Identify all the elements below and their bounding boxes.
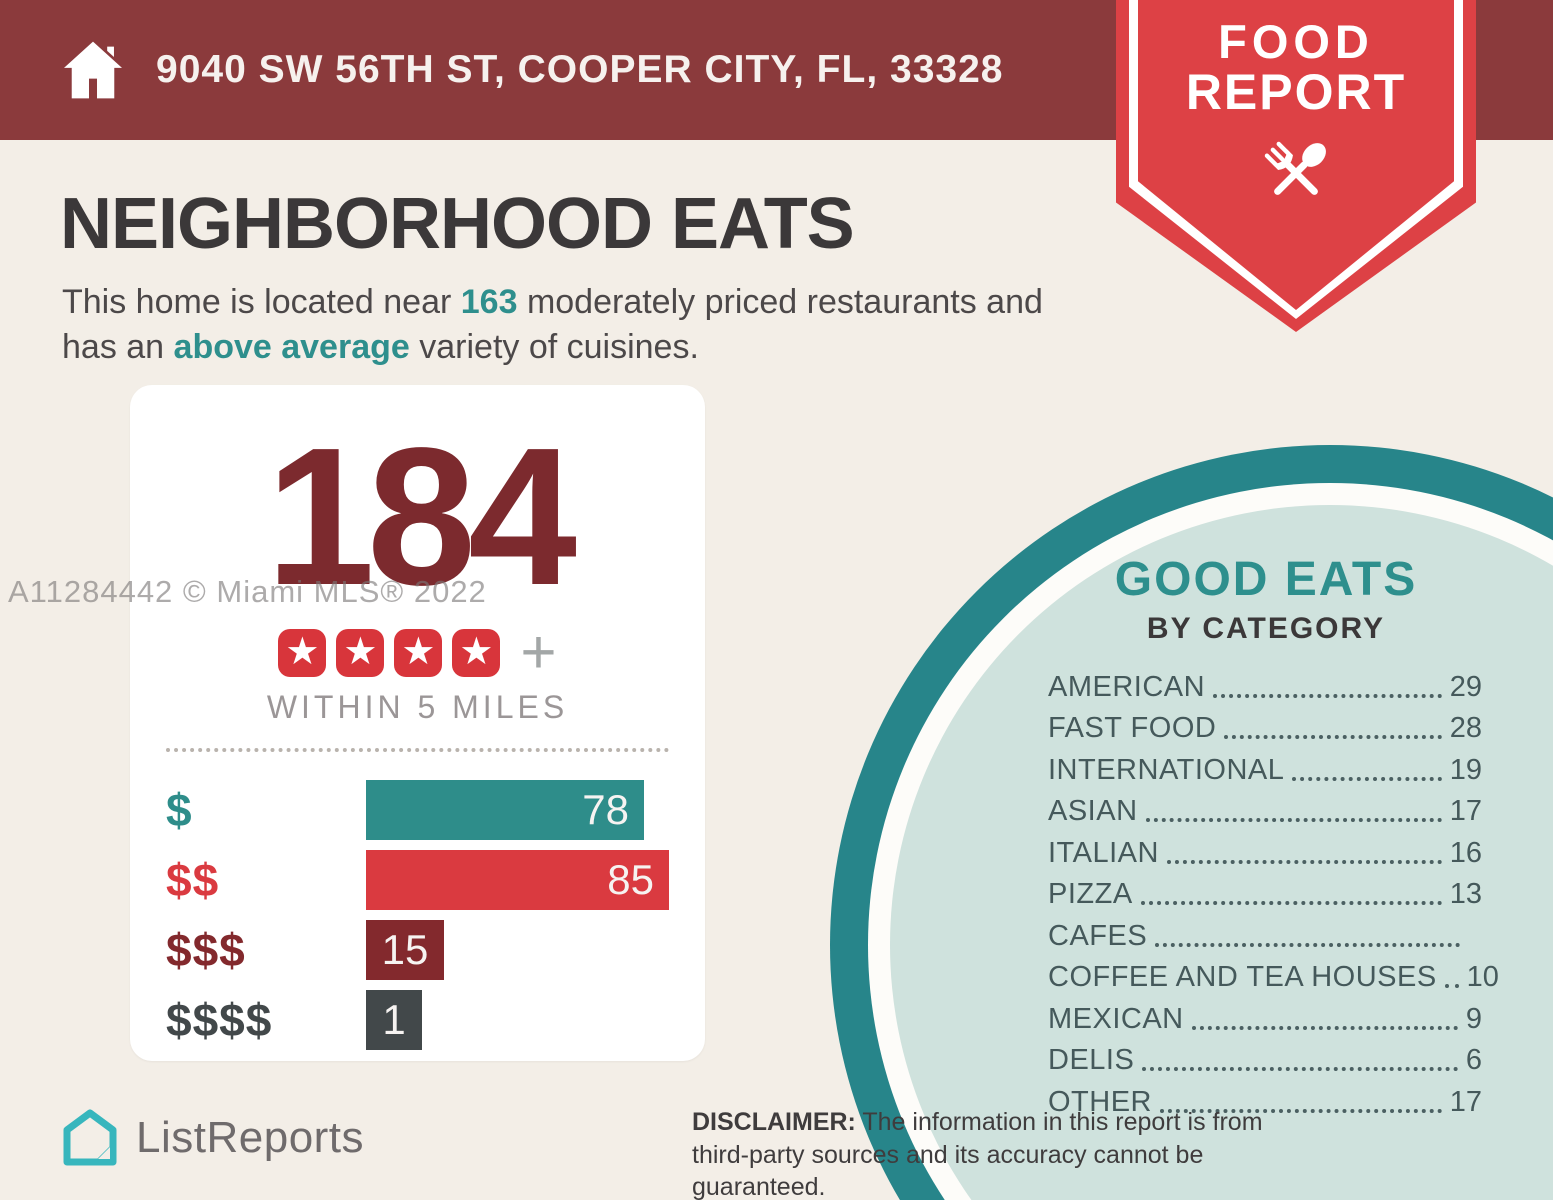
listreports-house-icon bbox=[63, 1109, 117, 1166]
price-tier-bar: 85 bbox=[366, 850, 669, 910]
total-restaurants-count: 184 bbox=[265, 407, 577, 626]
price-tier-bar-chart: $78 $$ 85 $$$ 15 $$$$ 1 bbox=[130, 780, 705, 1050]
category-row: DELIS 6 bbox=[1048, 1042, 1482, 1084]
category-count: 16 bbox=[1449, 836, 1482, 869]
good-eats-subtitle: BY CATEGORY bbox=[1146, 612, 1386, 645]
home-icon bbox=[64, 41, 122, 99]
radius-caption: WITHIN 5 MILES bbox=[266, 689, 569, 725]
dotted-leader bbox=[1166, 859, 1442, 864]
category-label: PIZZA bbox=[1048, 878, 1133, 910]
dotted-leader bbox=[1444, 984, 1459, 988]
category-count: 9 bbox=[1465, 1002, 1482, 1035]
category-row: ITALIAN 16 bbox=[1048, 834, 1482, 876]
category-row: MEXICAN 9 bbox=[1048, 1000, 1482, 1042]
category-label: ASIAN bbox=[1048, 795, 1138, 827]
star-rating: ★ ★ ★ ★ + bbox=[130, 618, 705, 687]
category-count: 19 bbox=[1449, 753, 1482, 786]
category-label: COFFEE AND TEA HOUSES bbox=[1048, 961, 1437, 993]
price-tier-row: $$$$ 1 bbox=[166, 990, 669, 1050]
intro-post: variety of cuisines. bbox=[409, 327, 699, 366]
intro-mid: moderately priced restaurants and has an bbox=[62, 283, 1043, 366]
price-tier-row: $$$ 15 bbox=[166, 920, 669, 980]
price-tier-row: $$ 85 bbox=[166, 850, 669, 910]
dotted-leader bbox=[1191, 1025, 1458, 1030]
intro-pre: This home is located near bbox=[62, 283, 461, 321]
category-count: 13 bbox=[1449, 878, 1482, 910]
dotted-leader bbox=[1213, 693, 1442, 698]
page-title: NEIGHBORHOOD EATS bbox=[60, 184, 855, 264]
star-icon: ★ bbox=[336, 629, 385, 677]
restaurant-stats-card: 184 ★ ★ ★ ★ + WITHIN 5 MILES $78 $$ 85 $$$ 15 $$… bbox=[130, 385, 705, 1061]
price-tier-label: $$$ bbox=[166, 924, 246, 976]
category-label: MEXICAN bbox=[1048, 1002, 1184, 1035]
price-tier-value: 1 bbox=[382, 996, 406, 1043]
dotted-leader bbox=[1140, 901, 1442, 905]
variety-highlight: above average bbox=[173, 327, 410, 366]
category-label: OTHER bbox=[1048, 1085, 1152, 1118]
ribbon-title-line1: FOOD bbox=[1218, 15, 1374, 68]
dotted-leader bbox=[1145, 818, 1442, 822]
price-tier-row: $78 bbox=[166, 780, 669, 840]
price-tier-value: 15 bbox=[381, 926, 429, 973]
category-count: 17 bbox=[1449, 1085, 1482, 1118]
category-label: INTERNATIONAL bbox=[1048, 753, 1285, 786]
ribbon-border: FOOD REPORT bbox=[1129, 0, 1463, 319]
property-address: 9040 SW 56TH ST, COOPER CITY, FL, 33328 bbox=[156, 48, 1004, 91]
category-count: 17 bbox=[1449, 795, 1482, 827]
good-eats-header: GOOD EATS BY CATEGORY bbox=[1050, 556, 1482, 646]
good-eats-category-list: AMERICAN 29 FAST FOOD 28 INTERNATIONAL 19 ASIA… bbox=[1048, 668, 1499, 1125]
restaurant-count-highlight: 163 bbox=[460, 283, 518, 321]
category-label: CAFES bbox=[1048, 919, 1148, 952]
category-row: COFFEE AND TEA HOUSES 10 bbox=[1048, 959, 1499, 1001]
category-label: DELIS bbox=[1048, 1044, 1135, 1076]
price-tier-label: $$ bbox=[166, 854, 220, 906]
category-row: OTHER 17 bbox=[1048, 1083, 1482, 1125]
spoon-and-fork-icon bbox=[1264, 141, 1326, 195]
dotted-leader bbox=[1160, 1108, 1442, 1113]
category-row: INTERNATIONAL 19 bbox=[1048, 751, 1482, 793]
dotted-leader bbox=[1142, 1067, 1458, 1071]
category-row: CAFES bbox=[1048, 917, 1482, 959]
disclaimer: DISCLAIMER: The information in this repo… bbox=[692, 1106, 1272, 1200]
category-count: 6 bbox=[1465, 1044, 1482, 1076]
price-tier-bar: 1 bbox=[366, 990, 422, 1050]
mls-watermark: A11284442 © Miami MLS® 2022 bbox=[8, 574, 487, 609]
category-label: ITALIAN bbox=[1048, 836, 1159, 869]
price-tier-label: $ bbox=[166, 784, 193, 836]
star-icon: ★ bbox=[278, 629, 327, 677]
plus-icon: + bbox=[520, 618, 557, 687]
category-count: 10 bbox=[1467, 961, 1499, 1000]
category-count: 29 bbox=[1449, 670, 1482, 703]
category-label: AMERICAN bbox=[1048, 670, 1206, 703]
listreports-logo: ListReports bbox=[58, 1106, 364, 1170]
star-icon: ★ bbox=[394, 629, 443, 677]
star-icon: ★ bbox=[452, 629, 501, 677]
disclaimer-text: The information in this report is from t… bbox=[692, 1108, 1263, 1200]
price-tier-label: $$$$ bbox=[166, 994, 273, 1046]
good-eats-title: GOOD EATS bbox=[1114, 553, 1418, 606]
food-report-ribbon: FOOD REPORT bbox=[1116, 0, 1476, 332]
category-row: FAST FOOD 28 bbox=[1048, 710, 1482, 752]
star-badges: ★ ★ ★ ★ bbox=[278, 629, 501, 677]
dotted-leader bbox=[1155, 942, 1460, 947]
ribbon-title-line2: REPORT bbox=[1185, 64, 1407, 120]
price-tier-value: 85 bbox=[607, 856, 654, 903]
category-label: FAST FOOD bbox=[1048, 712, 1217, 744]
disclaimer-label: DISCLAIMER: bbox=[692, 1108, 856, 1136]
category-row: AMERICAN 29 bbox=[1048, 668, 1482, 710]
category-row: PIZZA 13 bbox=[1048, 876, 1482, 918]
category-count bbox=[1468, 953, 1482, 959]
dashed-divider bbox=[166, 748, 669, 752]
listreports-wordmark: ListReports bbox=[136, 1113, 365, 1162]
intro-paragraph: This home is located near 163 moderately… bbox=[62, 280, 1102, 370]
dotted-leader bbox=[1224, 735, 1442, 739]
price-tier-bar: 78 bbox=[366, 780, 644, 840]
dotted-leader bbox=[1292, 776, 1442, 781]
category-row: ASIAN 17 bbox=[1048, 793, 1482, 835]
ribbon-inner: FOOD REPORT bbox=[1138, 0, 1454, 310]
category-count: 28 bbox=[1449, 712, 1482, 744]
price-tier-bar: 15 bbox=[366, 920, 444, 980]
price-tier-value: 78 bbox=[582, 786, 629, 833]
